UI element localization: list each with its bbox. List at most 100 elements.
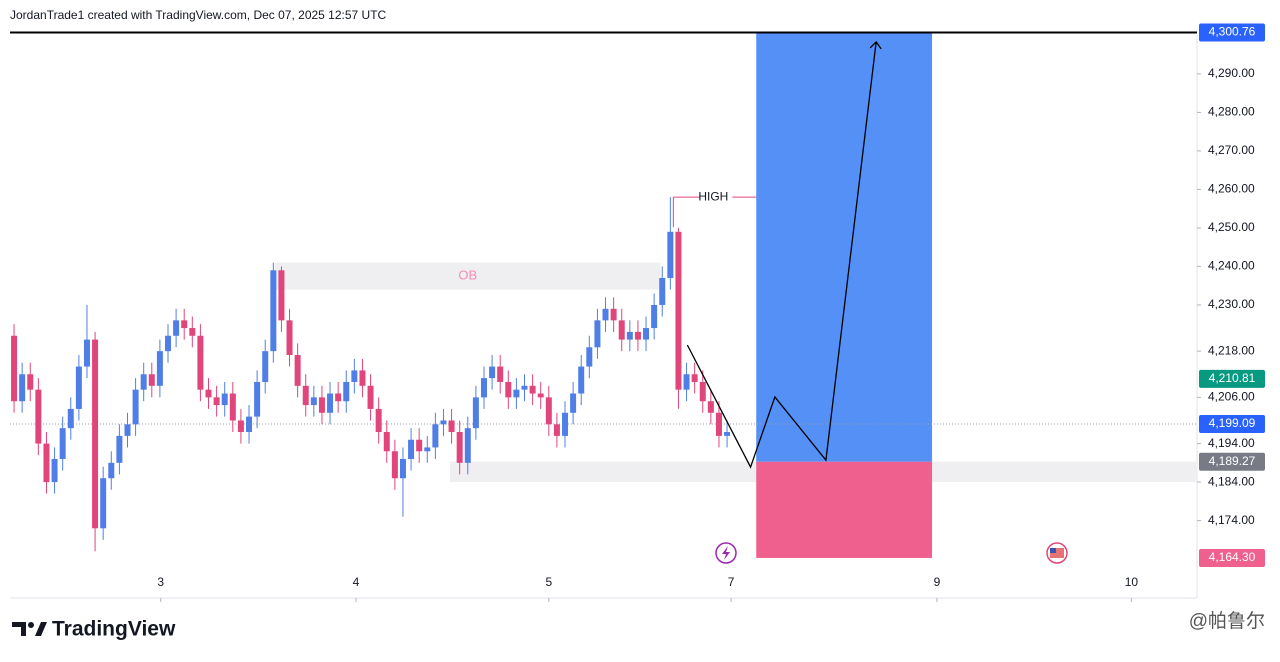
candle-body: [100, 478, 107, 529]
candle-body: [124, 424, 131, 436]
candle-body: [513, 389, 520, 398]
candle-body: [335, 393, 342, 402]
candle-body: [294, 355, 301, 386]
candle-body: [634, 331, 641, 340]
candle-body: [11, 335, 18, 402]
target-zone: [756, 32, 933, 462]
candle-body: [67, 408, 74, 429]
candle-body: [140, 374, 147, 390]
price-label: 4,300.76: [1209, 25, 1256, 39]
x-tick-label: 4: [353, 575, 360, 589]
candle-body: [715, 412, 722, 436]
price-label: 4,199.09: [1209, 416, 1256, 430]
candle-body: [310, 397, 317, 406]
candle-body: [343, 381, 350, 402]
y-tick-label: 4,218.00: [1208, 343, 1255, 357]
y-tick-label: 4,250.00: [1208, 220, 1255, 234]
zone: [274, 262, 661, 290]
candle-body: [537, 393, 544, 398]
candle-body: [489, 366, 496, 379]
y-tick-label: 4,270.00: [1208, 143, 1255, 157]
candle-body: [367, 385, 374, 409]
x-tick-label: 7: [728, 575, 735, 589]
candle-body: [667, 231, 674, 278]
candle-body: [594, 320, 601, 348]
x-tick-label: 10: [1125, 575, 1139, 589]
candle-body: [602, 308, 609, 321]
price-label: 4,164.30: [1209, 550, 1256, 564]
candle-body: [148, 374, 155, 386]
candle-body: [675, 231, 682, 390]
candle-body: [278, 270, 285, 321]
candle-body: [173, 320, 180, 336]
price-label-box: [1199, 23, 1265, 42]
candle-body: [35, 389, 42, 444]
x-tick-label: 3: [157, 575, 164, 589]
candle-body: [529, 385, 536, 394]
candle-body: [51, 458, 58, 483]
candle-body: [181, 320, 188, 329]
candle-body: [164, 335, 171, 352]
y-tick-label: 4,290.00: [1208, 66, 1255, 80]
brand-logo: [12, 622, 47, 636]
candle-body: [408, 439, 415, 459]
candle-body: [618, 320, 625, 340]
event-icon: [722, 546, 730, 560]
candle-body: [651, 304, 658, 329]
candle-body: [724, 432, 731, 436]
candle-body: [383, 432, 390, 452]
y-tick-label: 4,206.00: [1208, 390, 1255, 404]
candle-body: [497, 366, 504, 382]
brand: TradingView: [52, 618, 176, 641]
chart-title: JordanTrade1 created with TradingView.co…: [10, 8, 387, 22]
candle-body: [432, 424, 439, 448]
flag-icon: [1050, 548, 1056, 553]
y-tick-label: 4,280.00: [1208, 105, 1255, 119]
candle-body: [570, 393, 577, 413]
candle-body: [416, 439, 423, 452]
y-tick-label: 4,194.00: [1208, 436, 1255, 450]
candle-body: [108, 462, 115, 479]
candle-body: [213, 397, 220, 406]
candle-body: [270, 270, 277, 352]
y-tick-label: 4,184.00: [1208, 474, 1255, 488]
projection-path: [686, 41, 877, 469]
watermark: @帕鲁尔: [1189, 610, 1265, 632]
y-tick-label: 4,174.00: [1208, 513, 1255, 527]
candle-body: [19, 374, 26, 402]
candle-body: [302, 385, 309, 406]
candle-body: [691, 374, 698, 382]
candle-body: [399, 458, 406, 479]
stop-zone: [756, 461, 933, 558]
y-tick-label: 4,230.00: [1208, 297, 1255, 311]
candle-body: [359, 370, 366, 386]
candle-body: [553, 424, 560, 436]
candle-body: [375, 408, 382, 433]
candle-body: [59, 428, 66, 459]
candle-body: [440, 420, 447, 425]
candle-body: [43, 443, 50, 483]
candle-body: [189, 328, 196, 336]
candle-body: [254, 381, 261, 417]
projection-arrow: [869, 40, 882, 50]
candle-body: [424, 447, 431, 452]
x-tick-label: 5: [545, 575, 552, 589]
candle-body: [237, 420, 244, 433]
candle-body: [327, 393, 334, 413]
zone-label: OB: [458, 268, 477, 283]
candle-body: [521, 385, 528, 390]
candle-body: [92, 339, 99, 529]
price-label-box: [1199, 452, 1265, 471]
flag-icon: [1050, 548, 1064, 558]
candle-body: [197, 335, 204, 390]
candle-body: [391, 451, 398, 479]
candle-body: [116, 435, 123, 463]
candle-body: [643, 328, 650, 340]
candle-body: [586, 347, 593, 367]
x-tick-label: 9: [934, 575, 941, 589]
candle-body: [683, 374, 690, 390]
candle-body: [562, 412, 569, 436]
candle-body: [246, 416, 253, 433]
candle-body: [480, 378, 487, 398]
